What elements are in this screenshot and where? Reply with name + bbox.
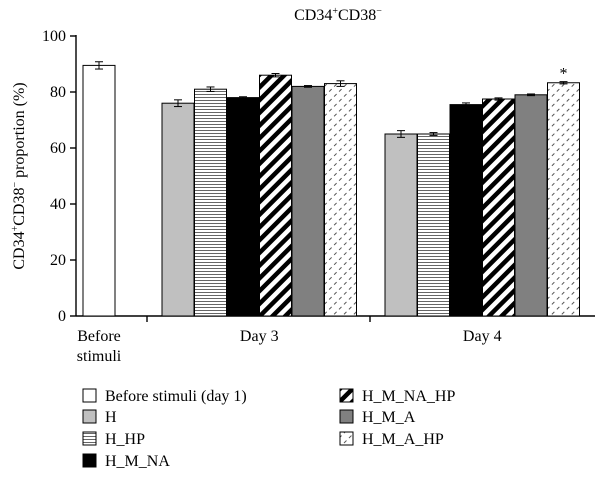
bar-h-m-a: [514, 94, 548, 317]
bar-h-m-a-hp: [547, 82, 580, 317]
bar-h: [384, 133, 418, 317]
x-tick-label: stimuli: [77, 348, 122, 365]
legend-swatch: [339, 431, 354, 446]
legend-swatch: [82, 388, 97, 403]
legend-label: H_HP: [105, 431, 145, 448]
bar-h-hp: [194, 88, 227, 317]
chart-legend: Before stimuli (day 1) H H_HP H_M_NA H_M_NA_…: [82, 388, 455, 470]
y-tick-label: 80: [50, 84, 66, 101]
legend-swatch: [82, 409, 97, 424]
significance-marker: *: [560, 66, 568, 83]
legend-swatch: [339, 409, 354, 424]
bar-h-m-na-hp: [482, 98, 515, 317]
legend-label: H_M_A: [362, 409, 416, 426]
bar-h-m-na-hp: [259, 74, 292, 317]
y-tick-label: 60: [50, 140, 66, 157]
y-tick-label: 100: [42, 28, 66, 45]
y-tick-label: 20: [50, 252, 66, 269]
x-tick-label: Day 4: [463, 328, 502, 345]
y-axis-label: CD34+CD38− proportion (%): [10, 82, 28, 269]
bar-h-m-a-hp: [324, 83, 357, 317]
bar-h: [161, 102, 195, 317]
x-tick-label: Before: [77, 328, 121, 345]
legend-label: H: [105, 409, 117, 426]
legend-label: Before stimuli (day 1): [105, 388, 247, 405]
legend-label: H_M_NA_HP: [362, 388, 455, 405]
bar-before-stimuli-day-1-: [82, 64, 116, 317]
y-tick-label: 0: [58, 308, 66, 325]
chart-title: CD34+CD38−: [294, 6, 382, 24]
legend-label: H_M_A_HP: [362, 431, 444, 448]
x-tick-label: Day 3: [240, 328, 279, 345]
legend-label: H_M_NA: [105, 453, 170, 470]
bar-h-m-na: [449, 104, 483, 317]
legend-swatch: [82, 453, 97, 468]
legend-swatch: [82, 431, 97, 446]
bar-h-m-a: [291, 85, 325, 317]
bar-h-m-na: [226, 97, 260, 317]
legend-swatch: [339, 388, 354, 403]
bar-h-hp: [417, 133, 450, 317]
y-tick-label: 40: [50, 196, 66, 213]
